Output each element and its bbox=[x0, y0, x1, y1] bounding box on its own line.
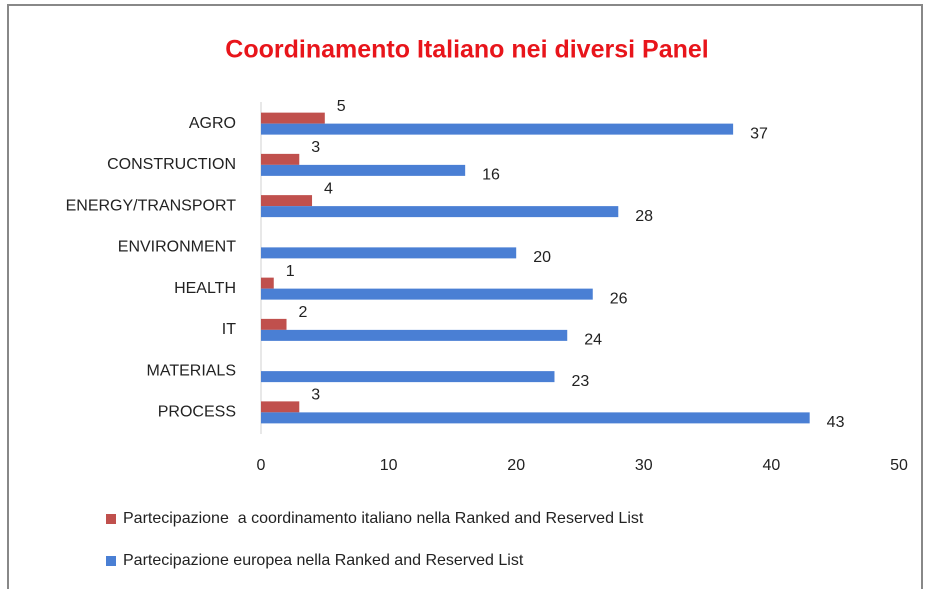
y-tick-label: ENVIRONMENT bbox=[118, 239, 236, 256]
x-tick-label: 30 bbox=[635, 457, 653, 474]
y-tick-label: HEALTH bbox=[174, 280, 236, 297]
chart-title: Coordinamento Italiano nei diversi Panel bbox=[225, 36, 708, 64]
x-tick-label: 50 bbox=[890, 457, 908, 474]
bar bbox=[261, 401, 300, 413]
bar bbox=[261, 371, 555, 383]
value-label: 37 bbox=[750, 125, 768, 142]
value-label: 2 bbox=[299, 304, 308, 321]
y-tick-label: AGRO bbox=[189, 115, 236, 132]
bar bbox=[261, 153, 300, 165]
bar bbox=[261, 164, 466, 176]
bar bbox=[261, 123, 734, 135]
value-label: 1 bbox=[286, 263, 295, 280]
x-tick-label: 10 bbox=[380, 457, 398, 474]
bar bbox=[261, 318, 287, 330]
legend-swatch bbox=[106, 556, 116, 566]
value-label: 28 bbox=[635, 208, 653, 225]
bar bbox=[261, 277, 274, 289]
value-label: 24 bbox=[584, 332, 602, 349]
bar bbox=[261, 206, 619, 218]
y-tick-label: MATERIALS bbox=[147, 362, 237, 379]
value-label: 16 bbox=[482, 167, 500, 184]
x-tick-label: 40 bbox=[763, 457, 781, 474]
bar bbox=[261, 288, 593, 300]
value-label: 4 bbox=[324, 180, 333, 197]
legend-label: Partecipazione a coordinamento italiano … bbox=[123, 510, 644, 527]
y-tick-label: PROCESS bbox=[158, 404, 236, 421]
y-tick-label: ENERGY/TRANSPORT bbox=[66, 197, 237, 214]
bar bbox=[261, 329, 568, 341]
value-label: 43 bbox=[827, 414, 845, 431]
value-label: 23 bbox=[571, 373, 589, 390]
x-tick-label: 20 bbox=[507, 457, 525, 474]
value-label: 20 bbox=[533, 249, 551, 266]
value-label: 26 bbox=[610, 290, 628, 307]
value-label: 3 bbox=[311, 387, 320, 404]
y-tick-label: CONSTRUCTION bbox=[107, 156, 236, 173]
bar bbox=[261, 412, 810, 424]
bar bbox=[261, 247, 517, 259]
x-tick-label: 0 bbox=[257, 457, 266, 474]
legend-swatch bbox=[106, 514, 116, 524]
bar bbox=[261, 195, 313, 207]
legend-label: Partecipazione europea nella Ranked and … bbox=[123, 552, 524, 569]
y-tick-label: IT bbox=[222, 321, 236, 338]
bar bbox=[261, 112, 325, 124]
value-label: 3 bbox=[311, 139, 320, 156]
value-label: 5 bbox=[337, 98, 346, 115]
frame bbox=[7, 4, 923, 589]
